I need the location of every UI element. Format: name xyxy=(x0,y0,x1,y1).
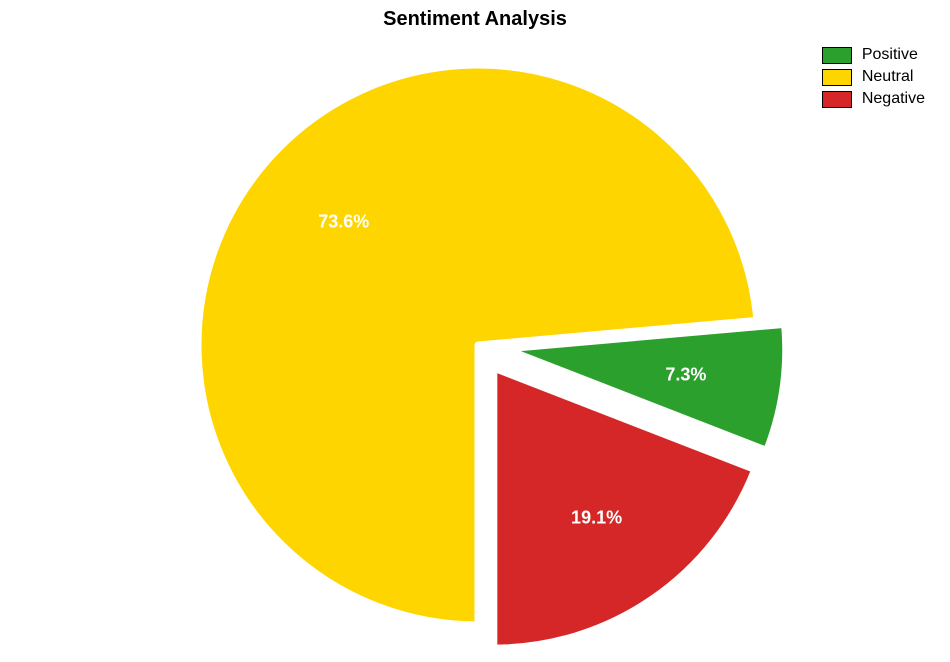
legend-label-negative: Negative xyxy=(862,90,925,108)
legend-item-positive: Positive xyxy=(822,46,925,64)
legend-label-neutral: Neutral xyxy=(862,68,914,86)
legend-swatch-negative xyxy=(822,91,852,108)
chart-container: Sentiment Analysis PositiveNeutralNegati… xyxy=(0,0,950,662)
legend-item-negative: Negative xyxy=(822,90,925,108)
legend: Positive Neutral Negative xyxy=(822,46,925,112)
legend-swatch-positive xyxy=(822,47,852,64)
legend-label-positive: Positive xyxy=(862,46,918,64)
slice-label-positive: 7.3% xyxy=(665,364,706,385)
slice-label-negative: 19.1% xyxy=(571,508,622,529)
slice-label-neutral: 73.6% xyxy=(318,212,369,233)
pie-chart xyxy=(0,0,950,662)
legend-swatch-neutral xyxy=(822,69,852,86)
legend-item-neutral: Neutral xyxy=(822,68,925,86)
